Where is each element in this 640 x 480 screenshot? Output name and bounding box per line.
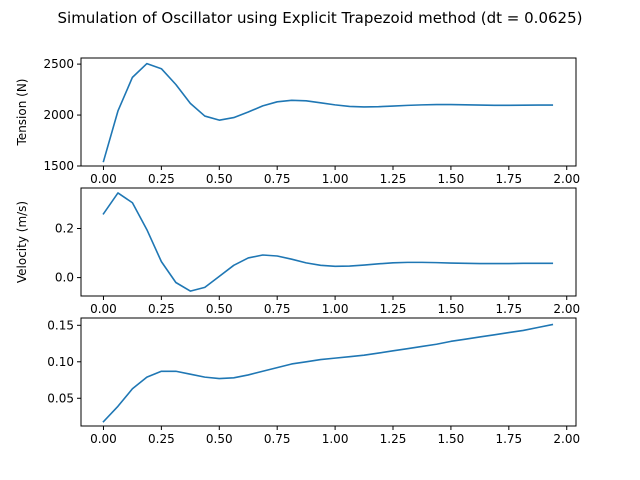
x-tick-label-3-7: 1.75	[495, 432, 522, 446]
x-tick-label-1-0: 0.00	[90, 172, 117, 186]
x-tick-label-2-4: 1.00	[322, 302, 349, 316]
y-tick-label-1-1: 2000	[43, 108, 74, 122]
figure-title: Simulation of Oscillator using Explicit …	[58, 9, 583, 27]
x-tick-label-2-7: 1.75	[495, 302, 522, 316]
panels: 0.00 0.25 0.50 0.75 1.00 1.25 1.50 1.75 2.00 1500…	[15, 57, 580, 446]
y-axis-label-2: Velocity (m/s)	[15, 201, 29, 283]
x-tick-label-2-8: 2.00	[553, 302, 580, 316]
x-tick-label-3-5: 1.25	[380, 432, 407, 446]
y-tick-label-3-0: 0.05	[47, 391, 74, 405]
x-tick-label-2-2: 0.50	[206, 302, 233, 316]
subplot-3: 0.00 0.25 0.50 0.75 1.00 1.25 1.50 1.75 2.00 0.05…	[47, 317, 580, 446]
y-tick-label-2-0: 0.0	[55, 271, 74, 285]
series-line-2-1	[102, 192, 554, 292]
y-axis-label-1: Tension (N)	[15, 79, 29, 147]
subplot-2: 0.00 0.25 0.50 0.75 1.00 1.25 1.50 1.75 2.00 0.0 0…	[15, 187, 580, 316]
x-tick-label-1-8: 2.00	[553, 172, 580, 186]
series-line-3-1	[102, 323, 554, 423]
y-tick-label-1-2: 2500	[43, 57, 74, 71]
x-tick-label-3-1: 0.25	[148, 432, 175, 446]
x-tick-label-3-0: 0.00	[90, 432, 117, 446]
y-tick-label-2-1: 0.2	[55, 222, 74, 236]
x-tick-label-1-6: 1.50	[438, 172, 465, 186]
x-tick-label-1-7: 1.75	[495, 172, 522, 186]
y-tick-label-3-2: 0.15	[47, 318, 74, 332]
x-tick-label-3-6: 1.50	[438, 432, 465, 446]
y-tick-label-3-1: 0.10	[47, 355, 74, 369]
x-tick-label-3-8: 2.00	[553, 432, 580, 446]
axes-frame-2	[80, 187, 577, 297]
x-tick-label-1-4: 1.00	[322, 172, 349, 186]
axes-frame-3	[80, 317, 577, 427]
x-tick-label-3-3: 0.75	[264, 432, 291, 446]
x-tick-label-1-2: 0.50	[206, 172, 233, 186]
x-tick-label-2-6: 1.50	[438, 302, 465, 316]
axes-frame-1	[80, 57, 577, 167]
x-tick-label-3-2: 0.50	[206, 432, 233, 446]
subplot-1: 0.00 0.25 0.50 0.75 1.00 1.25 1.50 1.75 2.00 1500…	[15, 57, 580, 186]
x-tick-label-2-5: 1.25	[380, 302, 407, 316]
series-line-1-1	[102, 62, 554, 163]
x-tick-label-1-5: 1.25	[380, 172, 407, 186]
x-tick-label-2-1: 0.25	[148, 302, 175, 316]
x-tick-label-2-0: 0.00	[90, 302, 117, 316]
x-tick-label-1-3: 0.75	[264, 172, 291, 186]
x-tick-label-3-4: 1.00	[322, 432, 349, 446]
y-tick-label-1-0: 1500	[43, 159, 74, 173]
x-tick-label-2-3: 0.75	[264, 302, 291, 316]
x-tick-label-1-1: 0.25	[148, 172, 175, 186]
